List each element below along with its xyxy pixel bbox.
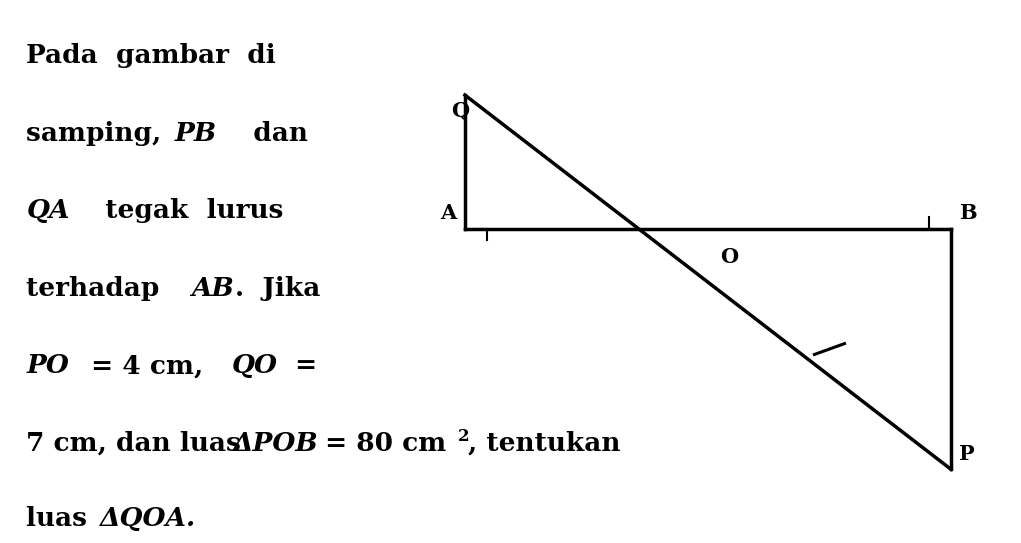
Text: O: O bbox=[720, 248, 738, 268]
Text: samping,: samping, bbox=[27, 121, 180, 146]
Text: Q: Q bbox=[451, 100, 469, 121]
Text: , tentukan: , tentukan bbox=[468, 431, 621, 456]
Text: 2: 2 bbox=[457, 428, 470, 445]
Text: =: = bbox=[286, 353, 317, 378]
Text: Pada  gambar  di: Pada gambar di bbox=[27, 43, 277, 68]
Text: = 4 cm,: = 4 cm, bbox=[82, 353, 222, 378]
Text: B: B bbox=[959, 204, 977, 223]
Text: P: P bbox=[959, 444, 975, 464]
Text: ΔQOA.: ΔQOA. bbox=[99, 506, 195, 531]
Text: A: A bbox=[441, 204, 456, 223]
Text: QO: QO bbox=[232, 353, 278, 378]
Text: QA: QA bbox=[27, 198, 70, 223]
Text: dan: dan bbox=[235, 121, 308, 146]
Text: ΔPOB: ΔPOB bbox=[232, 431, 318, 456]
Text: AB: AB bbox=[192, 276, 234, 301]
Text: terhadap: terhadap bbox=[27, 276, 178, 301]
Text: luas: luas bbox=[27, 506, 106, 531]
Text: = 80 cm: = 80 cm bbox=[317, 431, 446, 456]
Text: PB: PB bbox=[175, 121, 216, 146]
Text: .  Jika: . Jika bbox=[235, 276, 321, 301]
Text: PO: PO bbox=[27, 353, 69, 378]
Text: tegak  lurus: tegak lurus bbox=[87, 198, 284, 223]
Text: 7 cm, dan luas: 7 cm, dan luas bbox=[27, 431, 259, 456]
